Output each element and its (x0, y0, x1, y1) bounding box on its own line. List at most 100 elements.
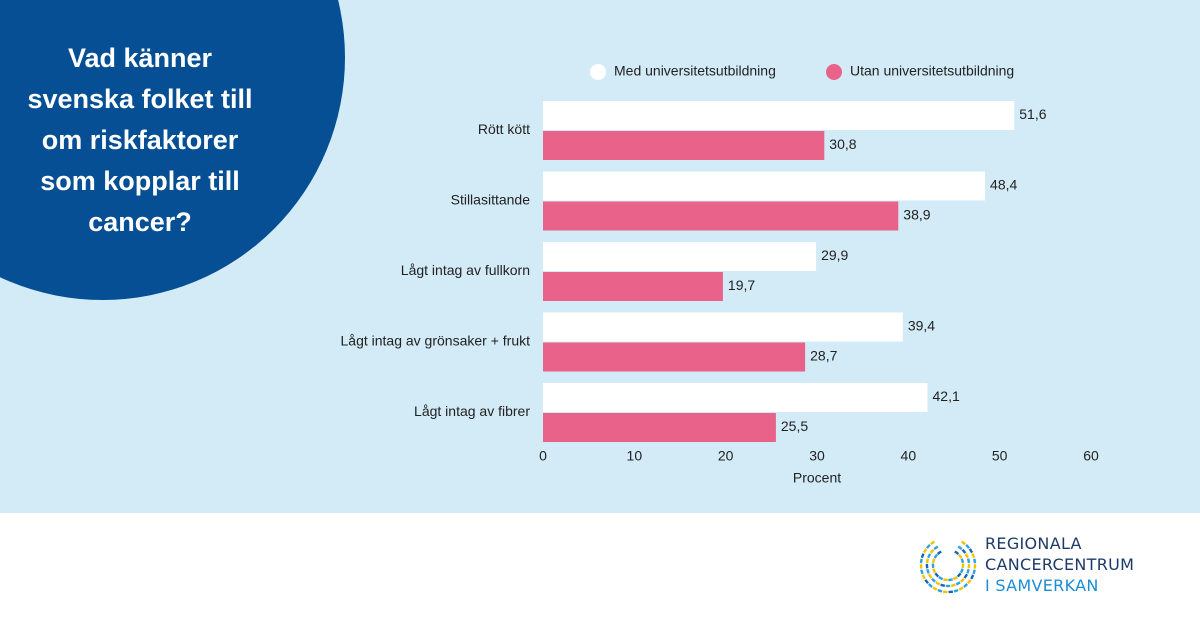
bar (543, 383, 928, 412)
headline: Vad känner svenska folket till om riskfa… (0, 38, 280, 243)
logo-segment (934, 572, 940, 578)
logo-segment (970, 574, 975, 580)
logo-segment (968, 548, 974, 554)
logo-segment (922, 548, 928, 554)
logo-line-3: I SAMVERKAN (985, 576, 1099, 595)
logo-segment (945, 584, 951, 588)
logo-segment (967, 579, 972, 585)
category-label: Lågt intag av grönsaker + frukt (341, 333, 531, 349)
logo-segment (971, 553, 976, 559)
data-label: 39,4 (908, 318, 935, 334)
bar (543, 101, 1015, 130)
logo-segment (961, 563, 965, 569)
logo-segment (942, 590, 948, 594)
logo-segment (963, 583, 969, 588)
logo-segment (932, 586, 938, 591)
logo-segment (933, 553, 939, 559)
logo-segment (925, 563, 929, 569)
logo-segment (957, 553, 963, 559)
data-label: 48,4 (990, 177, 1017, 193)
headline-line: som kopplar till (40, 166, 240, 196)
logo-segment (936, 550, 942, 555)
logo-text: REGIONALA CANCERCENTRUM I SAMVERKAN (985, 533, 1134, 596)
logo-segment (940, 583, 946, 588)
logo-segment (959, 568, 964, 574)
logo-segment (937, 588, 943, 593)
logo-segment (973, 564, 977, 569)
logo-segment (952, 576, 958, 581)
x-tick-label: 30 (809, 448, 825, 464)
logo-segment (948, 578, 953, 582)
logo-segment (932, 568, 937, 574)
headline-line: cancer? (88, 207, 192, 237)
logo-segment (956, 572, 962, 578)
category-label: Lågt intag av fullkorn (401, 262, 530, 278)
logo-segment (919, 564, 923, 569)
x-tick-label: 10 (627, 448, 643, 464)
logo-segment (954, 550, 960, 555)
data-label: 38,9 (903, 207, 930, 223)
logo-segment (927, 583, 933, 588)
logo-line-1: REGIONALA (985, 534, 1082, 553)
data-label: 28,7 (810, 348, 837, 364)
bar (543, 131, 825, 160)
logo-segment (930, 540, 936, 546)
logo-segment (973, 558, 977, 564)
logo-segment (966, 568, 970, 574)
logo-segment (925, 558, 930, 564)
legend-marker (826, 64, 842, 80)
data-label: 25,5 (781, 418, 808, 434)
logo-segment (927, 553, 932, 559)
x-tick-label: 0 (539, 448, 547, 464)
top-panel: Vad känner svenska folket till om riskfa… (0, 0, 1200, 513)
logo-segment (948, 590, 954, 594)
logo-segment (933, 545, 939, 551)
category-label: Rött kött (478, 121, 530, 137)
data-label: 42,1 (933, 388, 960, 404)
logo-segment (928, 573, 933, 579)
logo-segment (919, 558, 923, 564)
logo-segment (958, 586, 964, 591)
data-label: 29,9 (821, 247, 848, 263)
headline-line: om riskfaktorer (41, 125, 239, 155)
logo-segment (931, 558, 936, 564)
logo-segment (925, 544, 931, 549)
x-axis-title: Procent (793, 470, 841, 486)
logo-segment (966, 558, 971, 564)
headline-line: svenska folket till (27, 84, 253, 114)
legend-label: Utan universitetsutbildning (850, 63, 1014, 79)
x-tick-label: 20 (718, 448, 734, 464)
logo-segment (935, 581, 941, 586)
logo-segment (960, 540, 966, 546)
bar-chart: Med universitetsutbildning Utan universit… (341, 63, 1099, 486)
logo-segment (929, 548, 935, 554)
logo-segment (938, 576, 944, 581)
logo-segment (924, 579, 929, 585)
logo-segment (953, 588, 959, 593)
logo-segment (950, 583, 956, 588)
logo-segment (920, 569, 924, 575)
bar (543, 171, 986, 201)
bar (543, 312, 903, 342)
logo-segment (960, 577, 965, 583)
logo-segment (960, 558, 965, 564)
logo-segment (931, 577, 936, 583)
logo-segment (931, 563, 935, 569)
logo-segment (921, 574, 926, 580)
data-label: 19,7 (728, 277, 755, 293)
logo-segment (920, 553, 925, 559)
logo-segment (964, 553, 969, 559)
data-label: 30,8 (829, 136, 856, 152)
category-label: Lågt intag av fibrer (414, 403, 530, 419)
bar (543, 201, 899, 231)
legend-label: Med universitetsutbildning (614, 63, 776, 79)
headline-line: Vad känner (67, 43, 213, 73)
logo-segment (957, 545, 963, 551)
x-tick-label: 40 (901, 448, 917, 464)
rcc-logo-icon (919, 540, 977, 594)
logo-line-2: CANCERCENTRUM (985, 555, 1135, 574)
logo-segment (967, 563, 971, 569)
bar (543, 413, 776, 442)
logo-segment (972, 569, 976, 575)
legend-marker (590, 64, 606, 80)
